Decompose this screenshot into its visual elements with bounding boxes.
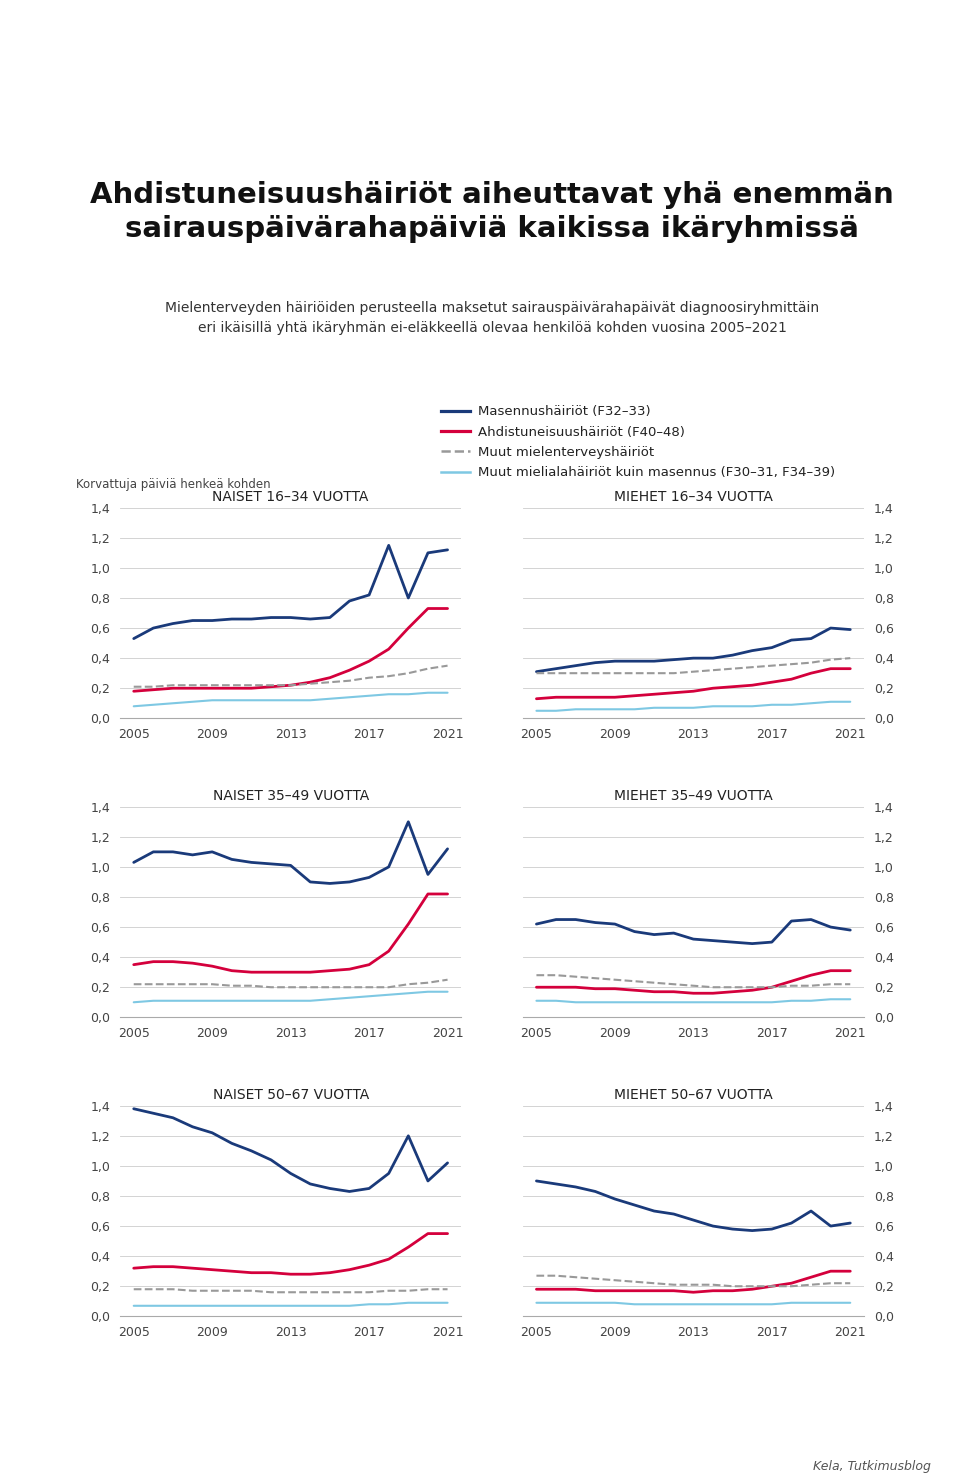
Legend: Masennushäiriöt (F32–33), Ahdistuneisuushäiriöt (F40–48), Muut mielenterveyshäir: Masennushäiriöt (F32–33), Ahdistuneisuus… xyxy=(441,405,835,479)
Text: Ahdistuneisuushäiriöt aiheuttavat yhä enemmän
sairauspäivärahapäiviä kaikissa ik: Ahdistuneisuushäiriöt aiheuttavat yhä en… xyxy=(90,182,894,243)
Title: NAISET 50–67 VUOTTA: NAISET 50–67 VUOTTA xyxy=(212,1087,369,1102)
Title: MIEHET 35–49 VUOTTA: MIEHET 35–49 VUOTTA xyxy=(614,788,773,803)
Title: MIEHET 16–34 VUOTTA: MIEHET 16–34 VUOTTA xyxy=(614,490,773,504)
Text: Korvattuja päiviä henkeä kohden: Korvattuja päiviä henkeä kohden xyxy=(76,478,271,491)
Text: Kela, Tutkimusblog: Kela, Tutkimusblog xyxy=(813,1460,931,1473)
Title: NAISET 35–49 VUOTTA: NAISET 35–49 VUOTTA xyxy=(212,788,369,803)
Text: Mielenterveyden häiriöiden perusteella maksetut sairauspäivärahapäivät diagnoosi: Mielenterveyden häiriöiden perusteella m… xyxy=(165,302,819,334)
Title: MIEHET 50–67 VUOTTA: MIEHET 50–67 VUOTTA xyxy=(614,1087,773,1102)
Title: NAISET 16–34 VUOTTA: NAISET 16–34 VUOTTA xyxy=(212,490,369,504)
